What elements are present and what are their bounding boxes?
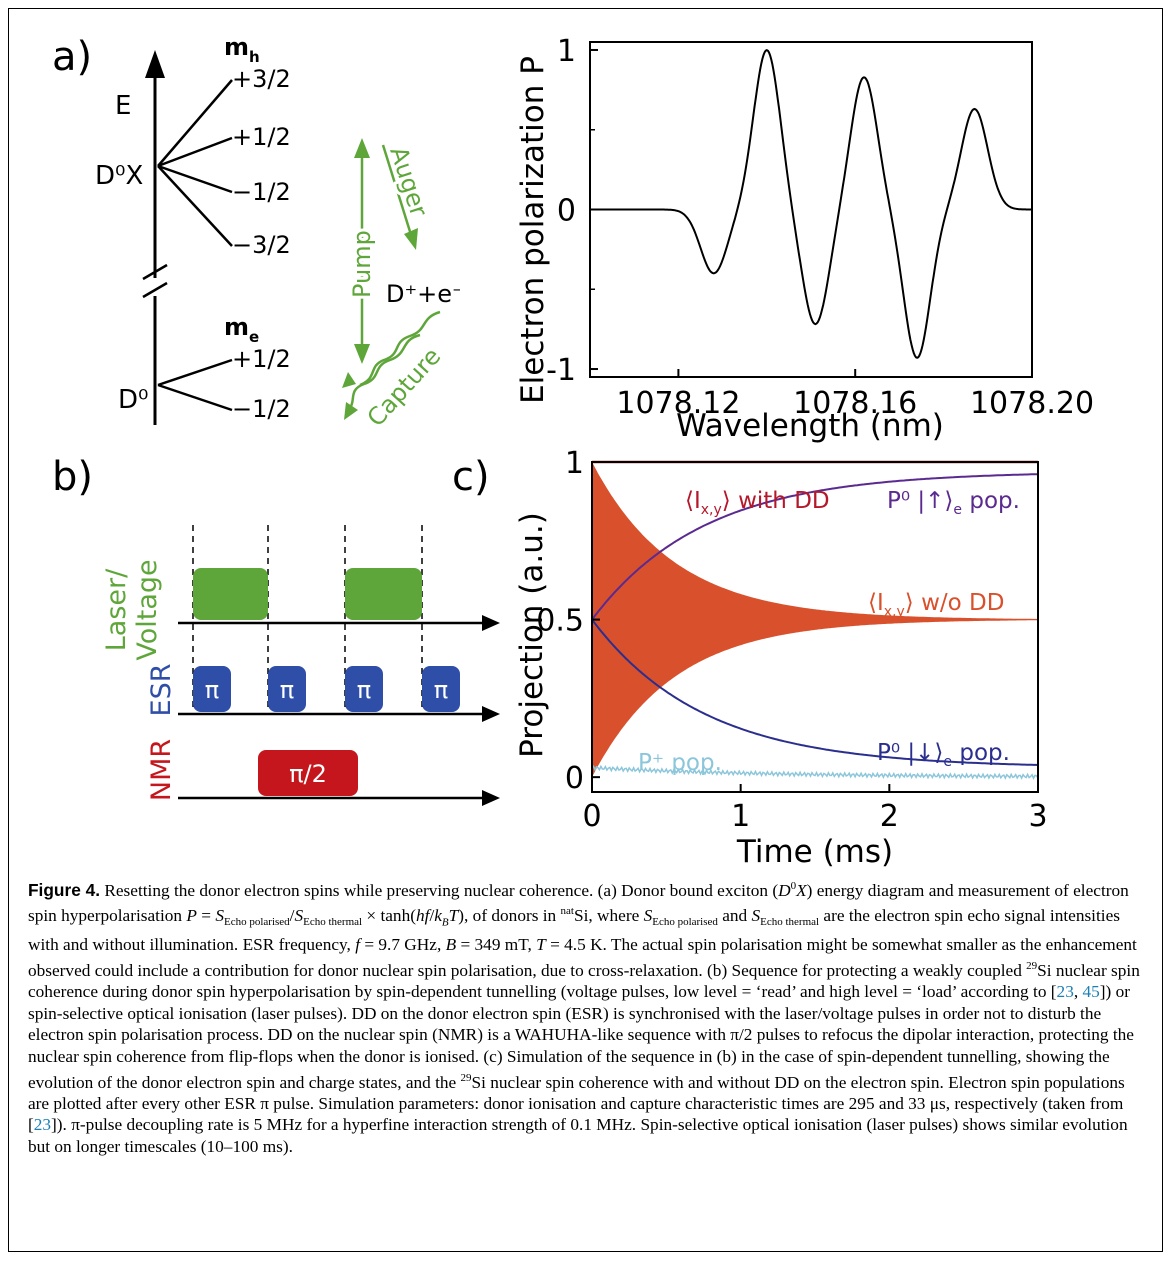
projection-xtick: 3 [1028,799,1047,834]
figure-frame [8,8,1163,1252]
esr-pulse-label: π [205,676,219,704]
polarization-xtick: 1078.12 [616,386,740,421]
projection-chart: c) Projection (a.u.) 0 1 2 3 0 0.5 1 Time (ms)… [452,446,1048,870]
caption-figure-label: Figure 4. [28,879,101,900]
projection-plot-frame [591,461,1039,793]
polarization-chart: Electron polarization P 1078.12 1078.16 10… [515,34,1094,444]
down-pop-line [591,618,1039,766]
polarization-xtick: 1078.20 [970,386,1094,421]
polarization-ytick: 0 [557,194,576,229]
capture-wavy-2 [348,333,421,409]
with-dd-label: ⟨Ix,y⟩ with DD [685,488,830,518]
nmr-row-label: NMR [146,739,177,801]
polarization-xlabel: Wavelength (nm) [676,408,944,444]
capture-label: Capture [362,342,447,432]
pulse-sequence: b) Laser/ Voltage ESR NMR π π π π π/2 [52,454,500,806]
ionised-label: D⁺+e⁻ [386,280,460,308]
me-level-1: +1/2 [232,345,291,373]
esr-pi-pulse [193,666,231,712]
projection-ylabel: Projection (a.u.) [514,512,550,758]
energy-axis-label: E [115,91,131,121]
laser-pulse-2 [345,568,422,620]
polarization-ytick: -1 [546,353,576,388]
laser-row-label-2: Voltage [132,559,163,660]
auger-label: Auger [384,143,433,220]
capture-wavy-1 [359,310,441,387]
esr-pulse-label: π [357,676,371,704]
esr-row-label: ESR [146,664,177,717]
esr-pi-pulse [268,666,306,712]
esr-pulse-label: π [434,676,448,704]
wo-dd-label: ⟨Ix,y⟩ w/o DD [868,590,1004,620]
caption-title: Resetting the donor electron spins while… [100,880,594,900]
projection-xlabel: Time (ms) [736,834,893,870]
mh-level-2: +1/2 [232,123,291,151]
esr-pi-pulse [345,666,383,712]
energy-diagram: a) E mh D⁰X +3/2 +1/2 −1/2 −3/2 me D⁰ +1… [52,33,460,435]
esr-pulse-label: π [280,676,294,704]
esr-pi-pulse [422,666,460,712]
polarization-ytick: 1 [557,34,576,69]
polarization-ylabel: Electron polarization P [515,56,551,404]
laser-row-label-1: Laser/ [101,568,132,651]
down-pop-label: P⁰ |↓⟩e pop. [877,740,1010,770]
mh-label: mh [224,33,260,66]
panel-b-label: b) [52,454,93,500]
auger-arrow [381,144,418,250]
pplus-pop-line [591,764,1039,780]
d0-label: D⁰ [118,385,148,415]
panel-c-label: c) [452,454,490,500]
projection-xtick: 0 [582,799,601,834]
me-label: me [224,313,259,346]
projection-xtick: 1 [731,799,750,834]
laser-pulse-1 [193,568,268,620]
nmr-pi-half-pulse [258,750,358,796]
projection-ytick: 0.5 [536,604,584,639]
polarization-curve [590,48,1032,359]
up-pop-line [591,473,1038,621]
me-level-2: −1/2 [232,395,291,423]
figure-caption: Figure 4. Resetting the donor electron s… [28,879,1140,1157]
mh-level-4: −3/2 [232,231,291,259]
mh-level-1: +3/2 [232,65,291,93]
mh-level-3: −1/2 [232,178,291,206]
panel-a-label: a) [52,34,92,80]
projection-xtick: 2 [880,799,899,834]
projection-ytick: 1 [565,446,584,481]
polarization-xtick: 1078.16 [793,386,917,421]
pump-arrow [354,138,370,364]
wo-dd-envelope [592,462,1038,778]
projection-ytick: 0 [565,761,584,796]
nmr-pulse-label: π/2 [289,760,327,788]
d0x-label: D⁰X [95,161,143,191]
pump-label: Pump [348,230,376,298]
pplus-pop-label: P⁺ pop. [638,750,722,776]
up-pop-label: P⁰ |↑⟩e pop. [887,488,1020,518]
